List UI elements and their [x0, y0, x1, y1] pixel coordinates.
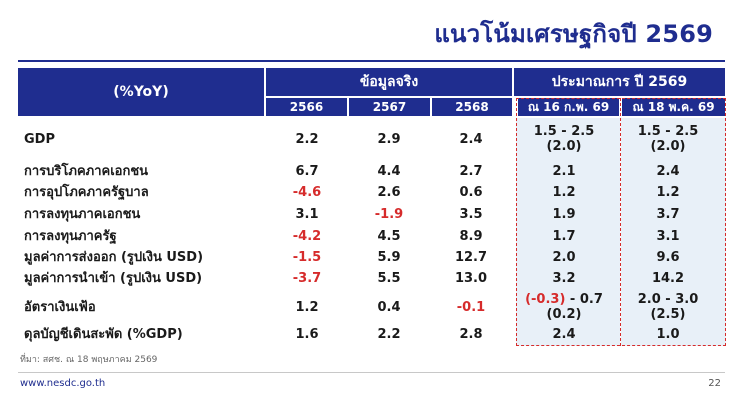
forecast-feb: 1.7: [552, 228, 576, 244]
value-2567: 4.5: [377, 228, 401, 244]
forecast-may: 1.0: [656, 326, 680, 342]
value-2568: 0.6: [459, 184, 483, 200]
forecast-may: 14.2: [651, 270, 685, 286]
table-row: มูลค่าการส่งออก (รูปเงิน USD) -1.5 5.9 1…: [18, 247, 726, 267]
header-year-2566: 2566: [266, 98, 347, 116]
value-2568: 8.9: [459, 228, 483, 244]
header-forecast-may: ณ 18 พ.ค. 69: [622, 98, 725, 116]
value-2568: 13.0: [454, 270, 488, 286]
footer-divider: [18, 372, 725, 373]
forecast-dashed-border: [516, 98, 726, 346]
header-year-2568: 2568: [432, 98, 512, 116]
forecast-may: 3.7: [656, 206, 680, 222]
table-row: GDP 2.2 2.9 2.4 1.5 - 2.5 (2.0) 1.5 - 2.5…: [18, 122, 726, 156]
source-note: ที่มา: สศช. ณ 18 พฤษภาคม 2569: [20, 355, 158, 365]
forecast-feb: 1.2: [552, 184, 576, 200]
row-label: การบริโภคภาคเอกชน: [24, 163, 149, 179]
forecast-may: 1.2: [656, 184, 680, 200]
table-row: การลงทุนภาคเอกชน 3.1 -1.9 3.5 1.9 3.7: [18, 204, 726, 224]
value-2568: 2.8: [459, 326, 483, 342]
value-2568: 12.7: [454, 249, 488, 265]
value-2567: 0.4: [377, 299, 401, 315]
value-2567: 2.9: [377, 131, 401, 147]
forecast-may: 2.0 - 3.0 (2.5): [637, 292, 699, 322]
value-2566: 3.1: [295, 206, 319, 222]
table-row: การอุปโภคภาครัฐบาล -4.6 2.6 0.6 1.2 1.2: [18, 182, 726, 202]
forecast-feb: 1.9: [552, 206, 576, 222]
page-title: แนวโน้มเศรษฐกิจปี 2569: [434, 20, 713, 48]
forecast-feb: 1.5 - 2.5 (2.0): [533, 124, 595, 154]
forecast-feb: 2.0: [552, 249, 576, 265]
row-label: การลงทุนภาคเอกชน: [24, 206, 141, 222]
value-2567: -1.9: [374, 206, 404, 222]
row-label: มูลค่าการนำเข้า (รูปเงิน USD): [24, 270, 203, 286]
row-label: มูลค่าการส่งออก (รูปเงิน USD): [24, 249, 204, 265]
table-row: ดุลบัญชีเดินสะพัด (%GDP) 1.6 2.2 2.8 2.4…: [18, 324, 726, 344]
forecast-feb-shade: [516, 118, 620, 346]
header-yoy: (%YoY): [18, 68, 264, 116]
page-number: 22: [708, 378, 721, 389]
value-2568: 2.4: [459, 131, 483, 147]
title-underline: [18, 60, 725, 62]
forecast-feb: 3.2: [552, 270, 576, 286]
value-2566: -3.7: [292, 270, 322, 286]
website-link[interactable]: www.nesdc.go.th: [20, 378, 106, 389]
value-2567: 2.2: [377, 326, 401, 342]
table-row: การบริโภคภาคเอกชน 6.7 4.4 2.7 2.1 2.4: [18, 161, 726, 181]
row-label: GDP: [24, 131, 55, 147]
forecast-feb: 2.4: [552, 326, 576, 342]
value-2566: -4.2: [292, 228, 322, 244]
forecast-may: 2.4: [656, 163, 680, 179]
header-forecast-feb: ณ 16 ก.พ. 69: [518, 98, 619, 116]
value-2567: 5.5: [377, 270, 401, 286]
header-year-2567: 2567: [349, 98, 430, 116]
table-row: อัตราเงินเฟ้อ 1.2 0.4 -0.1 (-0.3) - 0.7(…: [18, 290, 726, 324]
value-2566: -1.5: [292, 249, 322, 265]
forecast-may: 1.5 - 2.5 (2.0): [637, 124, 699, 154]
header-forecast: ประมาณการ ปี 2569: [514, 68, 725, 96]
value-2566: 6.7: [295, 163, 319, 179]
row-label: การลงทุนภาครัฐ: [24, 228, 117, 244]
forecast-may: 9.6: [656, 249, 680, 265]
value-2568: 3.5: [459, 206, 483, 222]
forecast-dashed-divider: [620, 98, 621, 346]
row-label: อัตราเงินเฟ้อ: [24, 299, 96, 315]
value-2567: 4.4: [377, 163, 401, 179]
value-2566: -4.6: [292, 184, 322, 200]
row-label: การอุปโภคภาครัฐบาล: [24, 184, 149, 200]
table-row: การลงทุนภาครัฐ -4.2 4.5 8.9 1.7 3.1: [18, 226, 726, 246]
value-2566: 1.6: [295, 326, 319, 342]
forecast-feb: 2.1: [552, 163, 576, 179]
header-actual-data: ข้อมูลจริง: [266, 68, 512, 96]
table-row: มูลค่าการนำเข้า (รูปเงิน USD) -3.7 5.5 1…: [18, 268, 726, 288]
value-2568: -0.1: [456, 299, 486, 315]
value-2567: 2.6: [377, 184, 401, 200]
value-2568: 2.7: [459, 163, 483, 179]
forecast-may-shade: [621, 118, 726, 346]
value-2566: 2.2: [295, 131, 319, 147]
forecast-feb: (-0.3) - 0.7 (0.2): [525, 292, 603, 322]
row-label: ดุลบัญชีเดินสะพัด (%GDP): [24, 326, 183, 342]
value-2566: 1.2: [295, 299, 319, 315]
value-2567: 5.9: [377, 249, 401, 265]
forecast-may: 3.1: [656, 228, 680, 244]
